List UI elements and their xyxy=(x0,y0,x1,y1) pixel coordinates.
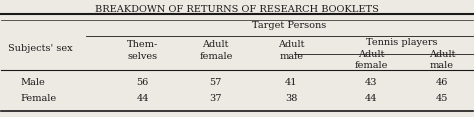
Text: 38: 38 xyxy=(285,94,297,103)
Text: Adult
female: Adult female xyxy=(199,40,232,61)
Text: Subjects' sex: Subjects' sex xyxy=(9,44,73,53)
Text: Them-
selves: Them- selves xyxy=(127,40,158,61)
Text: 43: 43 xyxy=(365,78,378,87)
Text: 57: 57 xyxy=(210,78,222,87)
Text: 41: 41 xyxy=(285,78,298,87)
Text: 44: 44 xyxy=(365,94,378,103)
Text: Female: Female xyxy=(20,94,56,103)
Text: Adult
male: Adult male xyxy=(428,50,455,70)
Text: 45: 45 xyxy=(436,94,448,103)
Text: 46: 46 xyxy=(436,78,448,87)
Text: Male: Male xyxy=(20,78,45,87)
Text: 44: 44 xyxy=(137,94,149,103)
Text: 37: 37 xyxy=(210,94,222,103)
Text: Target Persons: Target Persons xyxy=(252,21,326,30)
Text: Tennis players: Tennis players xyxy=(366,38,438,47)
Text: 56: 56 xyxy=(137,78,149,87)
Text: Adult
male: Adult male xyxy=(278,40,304,61)
Text: BREAKDOWN OF RETURNS OF RESEARCH BOOKLETS: BREAKDOWN OF RETURNS OF RESEARCH BOOKLET… xyxy=(95,5,379,14)
Text: Adult
female: Adult female xyxy=(355,50,388,70)
